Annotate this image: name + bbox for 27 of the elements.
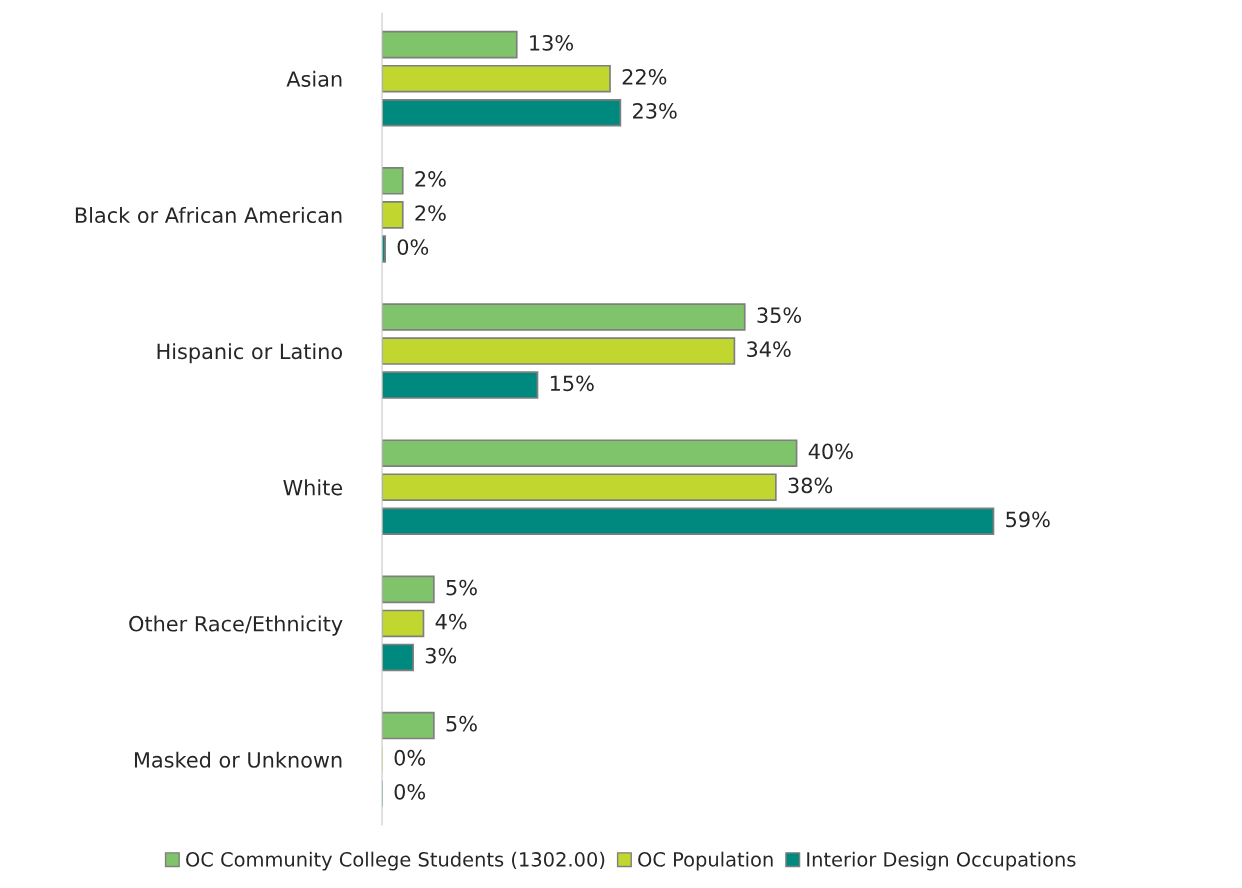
data-label: 2% [415, 171, 446, 187]
data-label: 5% [446, 715, 477, 732]
data-label: 0% [394, 783, 426, 800]
legend-label: Interior Design Occupations [807, 851, 1076, 871]
data-label: 34% [747, 341, 791, 358]
data-label: 2% [415, 205, 446, 221]
y-tick-label: Masked or Unknown [134, 751, 342, 768]
data-label: 0% [397, 239, 429, 255]
y-tick-label: Black or African American [75, 206, 342, 224]
data-label: 22% [622, 68, 667, 85]
data-label: 40% [808, 443, 853, 460]
y-tick-label: Other Race/Ethnicity [129, 615, 343, 636]
data-label: 3% [425, 647, 457, 664]
data-label: 5% [446, 579, 477, 596]
y-tick-label: Asian [286, 70, 342, 87]
y-tick-label: White [283, 479, 343, 496]
data-label: 13% [530, 34, 574, 51]
legend-label: OC Community College Students (1302.00) [186, 851, 605, 871]
data-label: 15% [550, 375, 594, 392]
data-label: 35% [757, 307, 802, 324]
data-label: 0% [394, 749, 426, 766]
data-label: 23% [633, 103, 677, 119]
data-label: 38% [788, 477, 833, 494]
data-label: 59% [1006, 511, 1050, 528]
y-tick-label: Hispanic or Latino [157, 343, 343, 364]
legend-label: OC Population [638, 851, 773, 871]
data-label: 4% [435, 613, 467, 630]
